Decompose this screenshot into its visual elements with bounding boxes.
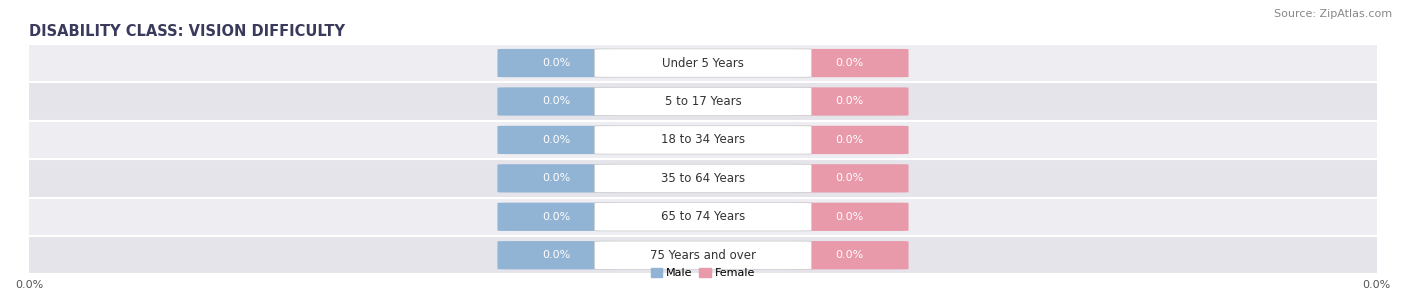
Text: Under 5 Years: Under 5 Years bbox=[662, 56, 744, 70]
FancyBboxPatch shape bbox=[498, 241, 616, 269]
Bar bbox=[30, 82, 1376, 121]
Text: 0.0%: 0.0% bbox=[835, 212, 863, 222]
Text: Source: ZipAtlas.com: Source: ZipAtlas.com bbox=[1274, 9, 1392, 19]
FancyBboxPatch shape bbox=[790, 203, 908, 231]
Text: 0.0%: 0.0% bbox=[543, 173, 571, 183]
Text: 35 to 64 Years: 35 to 64 Years bbox=[661, 172, 745, 185]
Text: 0.0%: 0.0% bbox=[835, 173, 863, 183]
Text: 5 to 17 Years: 5 to 17 Years bbox=[665, 95, 741, 108]
Text: 75 Years and over: 75 Years and over bbox=[650, 249, 756, 262]
Text: 0.0%: 0.0% bbox=[835, 135, 863, 145]
FancyBboxPatch shape bbox=[790, 241, 908, 269]
FancyBboxPatch shape bbox=[790, 164, 908, 192]
FancyBboxPatch shape bbox=[498, 164, 616, 192]
Text: 0.0%: 0.0% bbox=[543, 58, 571, 68]
Text: 0.0%: 0.0% bbox=[835, 96, 863, 106]
FancyBboxPatch shape bbox=[498, 126, 616, 154]
Text: 0.0%: 0.0% bbox=[543, 96, 571, 106]
Bar bbox=[30, 236, 1376, 274]
FancyBboxPatch shape bbox=[790, 126, 908, 154]
Text: 0.0%: 0.0% bbox=[543, 250, 571, 260]
FancyBboxPatch shape bbox=[595, 49, 811, 77]
FancyBboxPatch shape bbox=[595, 241, 811, 269]
Text: 0.0%: 0.0% bbox=[543, 135, 571, 145]
FancyBboxPatch shape bbox=[790, 87, 908, 116]
FancyBboxPatch shape bbox=[595, 126, 811, 154]
FancyBboxPatch shape bbox=[498, 87, 616, 116]
Bar bbox=[30, 44, 1376, 82]
Text: 18 to 34 Years: 18 to 34 Years bbox=[661, 133, 745, 146]
Text: 0.0%: 0.0% bbox=[543, 212, 571, 222]
Legend: Male, Female: Male, Female bbox=[647, 264, 759, 283]
FancyBboxPatch shape bbox=[595, 87, 811, 116]
Bar bbox=[30, 121, 1376, 159]
Text: DISABILITY CLASS: VISION DIFFICULTY: DISABILITY CLASS: VISION DIFFICULTY bbox=[30, 24, 344, 39]
FancyBboxPatch shape bbox=[498, 203, 616, 231]
FancyBboxPatch shape bbox=[595, 164, 811, 192]
FancyBboxPatch shape bbox=[595, 203, 811, 231]
Text: 65 to 74 Years: 65 to 74 Years bbox=[661, 210, 745, 223]
FancyBboxPatch shape bbox=[498, 49, 616, 77]
Text: 0.0%: 0.0% bbox=[835, 58, 863, 68]
Bar bbox=[30, 198, 1376, 236]
Bar bbox=[30, 159, 1376, 198]
FancyBboxPatch shape bbox=[790, 49, 908, 77]
Text: 0.0%: 0.0% bbox=[835, 250, 863, 260]
